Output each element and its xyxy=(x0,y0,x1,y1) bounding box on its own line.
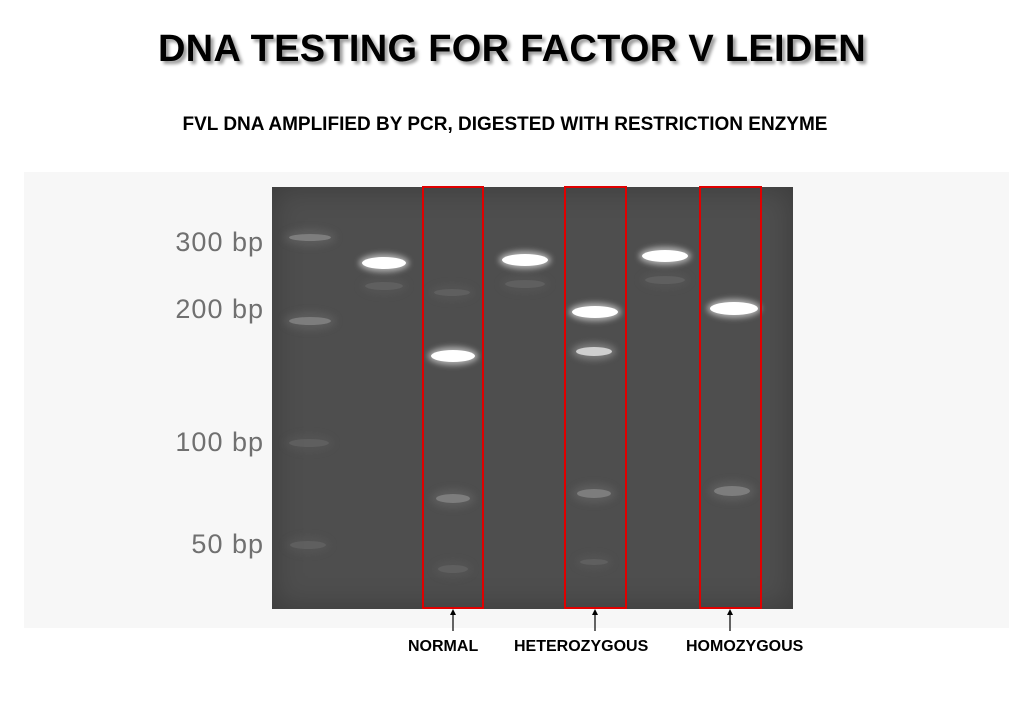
undigested-smear-lane-3 xyxy=(645,276,685,284)
ladder-band-300 xyxy=(289,234,331,241)
undigested-band-lane-1 xyxy=(362,257,406,269)
ladder-band-50 xyxy=(290,541,326,549)
ladder-label-100: 100 bp xyxy=(175,427,264,457)
undigested-band-lane-2 xyxy=(502,254,548,266)
normal-band-small xyxy=(436,494,470,503)
heterozygous-lane-label: HETEROZYGOUS xyxy=(514,638,649,655)
undigested-smear-lane-2 xyxy=(505,280,545,288)
normal-lane-highlight-box xyxy=(422,186,484,609)
heterozygous-lane-highlight-box xyxy=(564,186,627,609)
ladder-band-200 xyxy=(289,317,331,325)
heterozygous-band-upper xyxy=(572,306,618,318)
page-subtitle: FVL DNA AMPLIFIED BY PCR, DIGESTED WITH … xyxy=(182,114,828,135)
normal-faint-band-upper xyxy=(434,289,470,296)
heterozygous-up-arrow-icon xyxy=(592,609,598,631)
ladder-label-50: 50 bp xyxy=(191,529,264,559)
homozygous-band-upper xyxy=(710,302,758,315)
heterozygous-band-smallest xyxy=(580,559,608,565)
homozygous-lane-label: HOMOZYGOUS xyxy=(686,638,804,655)
ladder-label-200: 200 bp xyxy=(175,294,264,324)
normal-lane-label: NORMAL xyxy=(408,638,479,655)
homozygous-lane-highlight-box xyxy=(699,186,762,609)
normal-band-smallest xyxy=(438,565,468,573)
normal-band-main xyxy=(431,350,475,362)
ladder-label-300: 300 bp xyxy=(175,227,264,257)
homozygous-band-small xyxy=(714,486,750,496)
undigested-band-lane-3 xyxy=(642,250,688,262)
normal-up-arrow-icon xyxy=(450,609,456,631)
heterozygous-band-middle xyxy=(576,347,612,356)
undigested-smear-lane-1 xyxy=(365,282,403,290)
page-title: DNA TESTING FOR FACTOR V LEIDEN xyxy=(157,28,867,70)
ladder-band-100 xyxy=(289,439,329,447)
heterozygous-band-small xyxy=(577,489,611,498)
homozygous-up-arrow-icon xyxy=(727,609,733,631)
